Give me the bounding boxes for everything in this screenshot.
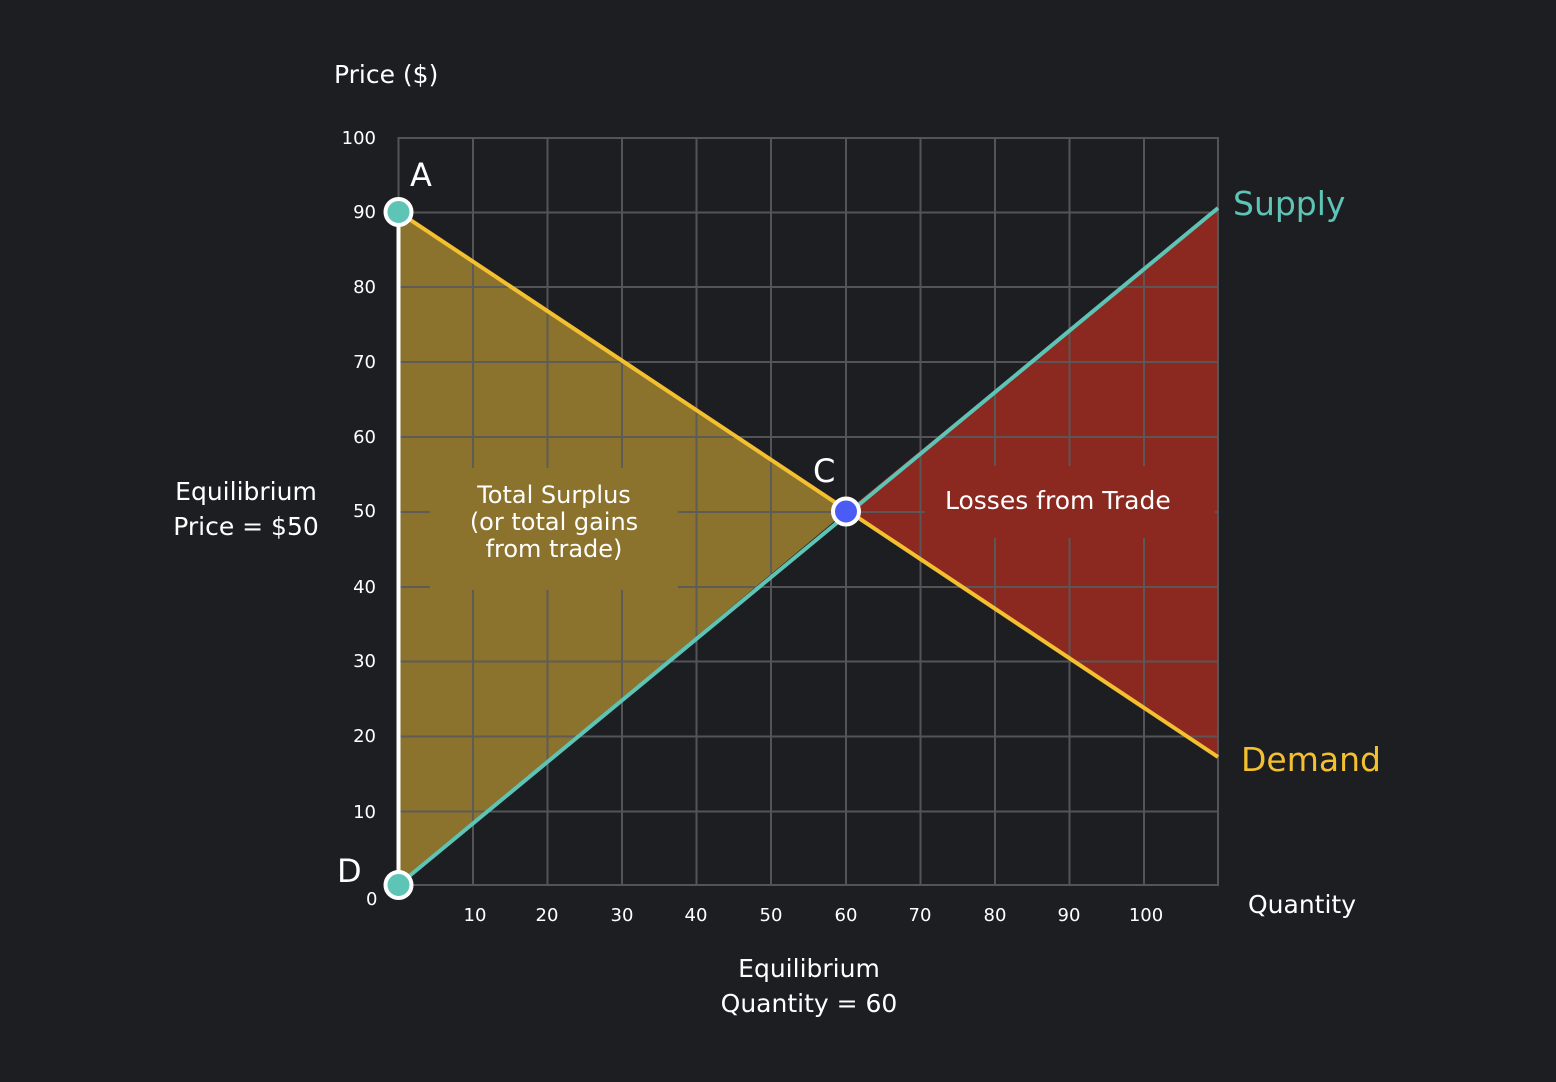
point-d-marker: [383, 870, 414, 900]
demand-label: Demand: [1241, 740, 1381, 779]
y-tick: 60: [353, 427, 376, 448]
supply-label: Supply: [1233, 184, 1346, 223]
y-tick: 0: [366, 889, 378, 910]
x-tick: 20: [535, 905, 559, 926]
surplus-line-3: from trade): [485, 535, 623, 563]
grid: [397, 137, 1219, 886]
demand-line: [397, 210, 1220, 759]
x-tick: 40: [684, 905, 708, 926]
eq-qty-line-1: Equilibrium: [738, 954, 880, 983]
surplus-line-2: (or total gains: [469, 508, 639, 536]
y-tick: 50: [353, 501, 376, 522]
total-surplus-label: Total Surplus (or total gains from trade…: [440, 482, 668, 563]
point-a-marker: [383, 197, 414, 227]
x-tick: 70: [908, 905, 932, 926]
eq-qty-line-2: Quantity = 60: [720, 989, 898, 1018]
y-tick: 10: [353, 802, 376, 823]
x-tick: 80: [983, 905, 1007, 926]
eq-price-line-2: Price = $50: [173, 512, 319, 541]
x-tick: 100: [1128, 905, 1164, 926]
y-tick: 40: [353, 577, 376, 598]
y-tick: 90: [353, 202, 376, 223]
y-tick: 100: [341, 128, 376, 149]
supply-line: [397, 206, 1220, 887]
x-tick: 60: [834, 905, 858, 926]
losses-from-trade-label: Losses from Trade: [945, 486, 1171, 515]
y-tick: 70: [353, 352, 376, 373]
surplus-line-1: Total Surplus: [477, 481, 631, 509]
y-tick: 80: [353, 277, 376, 298]
point-a-label: A: [410, 156, 432, 194]
equilibrium-point-c-marker: [831, 496, 861, 527]
equilibrium-price-annotation: Equilibrium Price = $50: [160, 474, 332, 544]
y-tick: 20: [353, 726, 376, 747]
point-d-label: D: [337, 852, 362, 890]
eq-price-line-1: Equilibrium: [175, 477, 317, 506]
y-tick: 30: [353, 651, 376, 672]
x-tick: 50: [759, 905, 783, 926]
point-c-label: C: [813, 452, 836, 490]
y-axis-title: Price ($): [334, 60, 439, 89]
x-axis-title: Quantity: [1248, 890, 1357, 919]
x-tick: 30: [610, 905, 634, 926]
equilibrium-quantity-annotation: Equilibrium Quantity = 60: [700, 951, 918, 1021]
x-tick: 10: [463, 905, 487, 926]
x-tick: 90: [1057, 905, 1081, 926]
